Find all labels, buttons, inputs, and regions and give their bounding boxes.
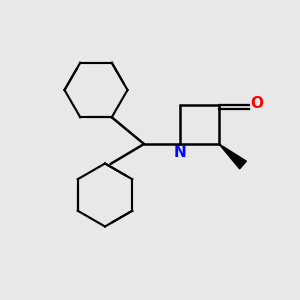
Text: N: N [174, 145, 186, 160]
Text: O: O [250, 96, 263, 111]
Polygon shape [219, 144, 246, 169]
